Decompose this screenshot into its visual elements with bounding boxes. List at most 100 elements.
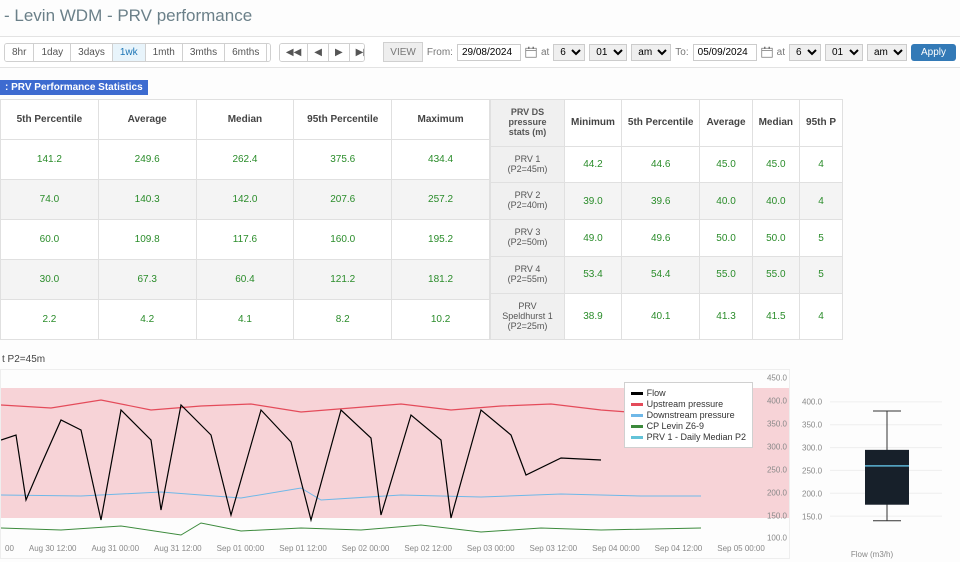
calendar-icon[interactable] [525, 45, 537, 59]
x-tick: Sep 03 00:00 [467, 544, 515, 558]
cell: 2.2 [1, 300, 99, 340]
to-hour-select[interactable]: 6 [789, 44, 821, 61]
col-header: 95th Percentile [294, 100, 392, 140]
nav-first-icon[interactable]: ◀◀ [280, 44, 308, 61]
stats-table-left: 5th PercentileAverageMedian95th Percenti… [0, 99, 490, 340]
cell: 8.2 [294, 300, 392, 340]
cell: 375.6 [294, 140, 392, 180]
cell: 54.4 [621, 257, 700, 294]
cell: 141.2 [1, 140, 99, 180]
to-label: To: [675, 47, 688, 58]
cell: 140.3 [98, 180, 196, 220]
box-ytick: 200.0 [802, 489, 822, 498]
col-header: PRV DS pressure stats (m) [491, 100, 565, 147]
nav-prev-icon[interactable]: ◀ [308, 44, 329, 61]
cell: 4.1 [196, 300, 294, 340]
y2-tick: 350.0 [767, 420, 787, 429]
range-12mths[interactable]: 12mths [267, 44, 271, 61]
x-tick: Aug 31 12:00 [154, 544, 202, 558]
cell: 30.0 [1, 260, 99, 300]
legend-item: PRV 1 - Daily Median P2 [631, 432, 746, 442]
range-group: 8hr1day3days1wk1mth3mths6mths12mths [4, 43, 271, 62]
x-axis: 00Aug 30 12:00Aug 31 00:00Aug 31 12:00Se… [1, 544, 769, 558]
cell: PRV 3 (P2=50m) [491, 220, 565, 257]
view-label: VIEW [383, 42, 423, 62]
range-1mth[interactable]: 1mth [146, 44, 183, 61]
to-min-select[interactable]: 01 [825, 44, 863, 61]
legend-item: Flow [631, 388, 746, 398]
col-header: 95th P [800, 100, 843, 147]
cell: 50.0 [700, 220, 752, 257]
x-tick: Sep 01 12:00 [279, 544, 327, 558]
cell: 49.0 [565, 220, 622, 257]
cell: 257.2 [392, 180, 490, 220]
cell: 45.0 [700, 146, 752, 183]
at-label: at [541, 47, 549, 58]
cell: 4 [800, 183, 843, 220]
cell: 117.6 [196, 220, 294, 260]
cell: 4.2 [98, 300, 196, 340]
boxplot-y-axis: 400.0350.0300.0250.0200.0150.0 [802, 377, 826, 537]
cell: 74.0 [1, 180, 99, 220]
col-header: Maximum [392, 100, 490, 140]
range-6mths[interactable]: 6mths [225, 44, 267, 61]
cell: 44.2 [565, 146, 622, 183]
nav-next-icon[interactable]: ▶ [329, 44, 350, 61]
cell: 40.0 [752, 183, 799, 220]
cell: 44.6 [621, 146, 700, 183]
box-ytick: 300.0 [802, 444, 822, 453]
cell: 45.0 [752, 146, 799, 183]
calendar-icon[interactable] [761, 45, 773, 59]
range-3days[interactable]: 3days [71, 44, 113, 61]
cell: 262.4 [196, 140, 294, 180]
x-tick: Sep 02 00:00 [342, 544, 390, 558]
cell: 60.4 [196, 260, 294, 300]
cell: 40.0 [700, 183, 752, 220]
to-ampm-select[interactable]: am [867, 44, 907, 61]
cell: 41.3 [700, 293, 752, 340]
tables-row: 5th PercentileAverageMedian95th Percenti… [0, 99, 960, 340]
section-title: : PRV Performance Statistics [0, 80, 148, 95]
legend: FlowUpstream pressureDownstream pressure… [624, 382, 753, 448]
apply-button[interactable]: Apply [911, 44, 956, 61]
chart-title: t P2=45m [2, 354, 960, 365]
cell: 142.0 [196, 180, 294, 220]
range-3mths[interactable]: 3mths [183, 44, 225, 61]
to-date-input[interactable] [693, 44, 757, 61]
cell: 40.1 [621, 293, 700, 340]
timeseries-chart: FlowUpstream pressureDownstream pressure… [0, 369, 790, 559]
x-tick: Sep 01 00:00 [217, 544, 265, 558]
range-1day[interactable]: 1day [34, 44, 71, 61]
y2-tick: 200.0 [767, 488, 787, 497]
nav-last-icon[interactable]: ▶▶ [350, 44, 365, 61]
x-tick: Sep 02 12:00 [404, 544, 452, 558]
legend-item: Upstream pressure [631, 399, 746, 409]
from-date-input[interactable] [457, 44, 521, 61]
cell: 55.0 [752, 257, 799, 294]
x-tick: Sep 04 00:00 [592, 544, 640, 558]
y2-tick: 100.0 [767, 534, 787, 543]
cell: 49.6 [621, 220, 700, 257]
range-8hr[interactable]: 8hr [5, 44, 34, 61]
cell: 4 [800, 293, 843, 340]
cell: 39.6 [621, 183, 700, 220]
boxplot-xlabel: Flow (m3/h) [802, 550, 942, 559]
cell: 5 [800, 220, 843, 257]
x-tick: Aug 30 12:00 [29, 544, 77, 558]
stats-table-right: PRV DS pressure stats (m)Minimum5th Perc… [490, 99, 843, 340]
from-ampm-select[interactable]: am [631, 44, 671, 61]
y2-tick: 400.0 [767, 397, 787, 406]
cell: 5 [800, 257, 843, 294]
from-min-select[interactable]: 01 [589, 44, 627, 61]
cell: 38.9 [565, 293, 622, 340]
cell: 53.4 [565, 257, 622, 294]
col-header: Median [752, 100, 799, 147]
x-tick: Sep 05 00:00 [717, 544, 765, 558]
nav-group: ◀◀ ◀ ▶ ▶▶ [279, 43, 365, 62]
y2-axis: 450.0400.0350.0300.0250.0200.0150.0100.0 [759, 378, 789, 548]
from-hour-select[interactable]: 6 [553, 44, 585, 61]
range-1wk[interactable]: 1wk [113, 44, 146, 61]
col-header: Median [196, 100, 294, 140]
cell: 55.0 [700, 257, 752, 294]
cell: 207.6 [294, 180, 392, 220]
